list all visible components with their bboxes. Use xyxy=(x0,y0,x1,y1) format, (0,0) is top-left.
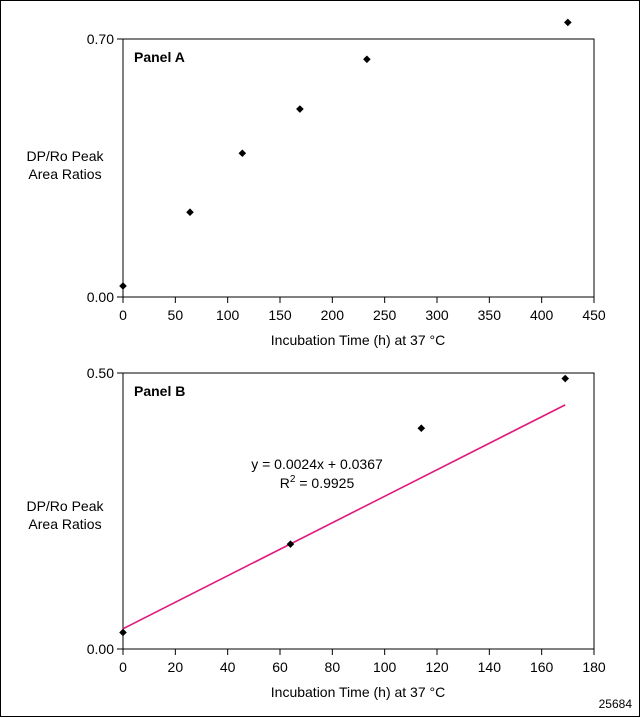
x-tick-label: 50 xyxy=(168,307,184,323)
r-squared-value: = 0.9925 xyxy=(295,475,354,491)
panel-b-r-squared: R2 = 0.9925 xyxy=(280,474,355,491)
panel-a-x-tick-labels: 0 50 100 150 200 250 300 350 400 450 xyxy=(119,307,606,323)
panel-b-fit-equation: y = 0.0024x + 0.0367 xyxy=(251,456,383,472)
panel-a-tick-marks xyxy=(117,38,595,303)
panel-b-points xyxy=(119,374,570,637)
x-tick-label: 300 xyxy=(425,307,449,323)
r-squared-symbol: R xyxy=(280,475,290,491)
x-tick-label: 450 xyxy=(582,307,606,323)
r-squared-exponent: 2 xyxy=(290,474,296,485)
x-tick-label: 150 xyxy=(268,307,292,323)
x-tick-label: 160 xyxy=(530,659,554,675)
x-tick-label: 0 xyxy=(119,307,127,323)
panel-a-plot-frame xyxy=(122,38,595,298)
data-point xyxy=(417,424,426,432)
panel-b-y-axis-title: DP/Ro Peak Area Ratios xyxy=(26,498,104,532)
data-point xyxy=(119,628,127,637)
panel-b-regression-line xyxy=(122,404,566,630)
data-point xyxy=(296,105,304,113)
x-tick-label: 80 xyxy=(325,659,341,675)
x-tick-label: 100 xyxy=(216,307,240,323)
panel-b: 0 20 40 60 80 100 120 140 160 180 0.00 0.50 Panel … xyxy=(26,365,605,700)
y-tick-label: 0.00 xyxy=(87,289,114,305)
y-axis-title-line: DP/Ro Peak xyxy=(26,148,104,164)
x-tick-label: 120 xyxy=(425,659,449,675)
x-tick-label: 350 xyxy=(478,307,502,323)
panel-b-x-tick-labels: 0 20 40 60 80 100 120 140 160 180 xyxy=(119,659,606,675)
y-tick-label: 0.70 xyxy=(87,31,114,47)
data-point xyxy=(286,540,295,548)
x-tick-label: 0 xyxy=(119,659,127,675)
x-tick-label: 100 xyxy=(373,659,397,675)
panel-a-y-axis-title: DP/Ro Peak Area Ratios xyxy=(26,148,104,182)
x-tick-label: 200 xyxy=(321,307,345,323)
panel-a-points xyxy=(119,18,572,290)
x-tick-label: 180 xyxy=(582,659,606,675)
y-axis-title-line: Area Ratios xyxy=(28,166,101,182)
y-tick-label: 0.00 xyxy=(87,641,114,657)
x-tick-label: 250 xyxy=(373,307,397,323)
y-axis-title-line: DP/Ro Peak xyxy=(26,498,104,514)
data-point xyxy=(561,374,570,383)
panel-a-x-axis-title: Incubation Time (h) at 37 °C xyxy=(271,332,445,348)
data-point xyxy=(186,208,194,217)
figure-id: 25684 xyxy=(599,697,633,711)
panel-b-tick-marks xyxy=(117,372,595,655)
data-point xyxy=(564,18,572,27)
panel-b-y-tick-labels: 0.00 0.50 xyxy=(87,365,114,657)
data-point xyxy=(363,55,371,64)
x-tick-label: 140 xyxy=(478,659,502,675)
data-point xyxy=(119,282,127,290)
data-point xyxy=(238,149,247,158)
panel-b-plot-frame xyxy=(122,372,595,650)
y-tick-label: 0.50 xyxy=(87,365,114,381)
x-tick-label: 40 xyxy=(220,659,236,675)
panel-a-y-tick-labels: 0.00 0.70 xyxy=(87,31,114,305)
panel-a-title: Panel A xyxy=(134,49,185,65)
panel-a: 0 50 100 150 200 250 300 350 400 450 0.00 0.70 Pan… xyxy=(26,18,606,348)
x-tick-label: 60 xyxy=(272,659,288,675)
y-axis-title-line: Area Ratios xyxy=(28,516,101,532)
panel-b-x-axis-title: Incubation Time (h) at 37 °C xyxy=(271,684,445,700)
panel-b-title: Panel B xyxy=(134,383,185,399)
x-tick-label: 400 xyxy=(530,307,554,323)
x-tick-label: 20 xyxy=(168,659,184,675)
